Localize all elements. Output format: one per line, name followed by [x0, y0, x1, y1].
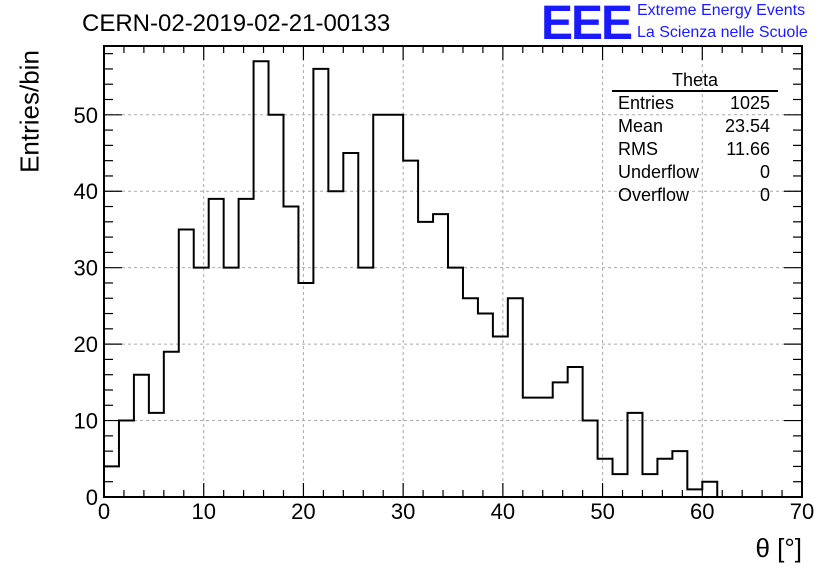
histogram-bin: [523, 398, 538, 497]
histogram-bin: [358, 268, 373, 497]
x-tick-label: 0: [98, 499, 110, 524]
histogram-bin: [508, 298, 523, 497]
y-tick-label: 20: [74, 332, 98, 357]
stats-value: 11.66: [726, 139, 770, 159]
stats-title: Theta: [612, 70, 778, 92]
histogram-bin: [194, 268, 209, 497]
histogram-bin: [598, 459, 613, 497]
histogram-bin: [418, 222, 433, 497]
stats-row-mean: Mean 23.54: [612, 115, 778, 138]
x-tick-label: 20: [291, 499, 315, 524]
histogram-bin: [119, 421, 134, 497]
x-tick-label: 10: [191, 499, 215, 524]
histogram-bin: [134, 375, 149, 497]
histogram-bin: [388, 115, 403, 497]
histogram-bin: [254, 61, 269, 497]
histogram-bin: [149, 413, 164, 497]
histogram-bin: [568, 367, 583, 497]
y-tick-label: 30: [74, 256, 98, 281]
x-tick-label: 50: [590, 499, 614, 524]
stats-label: RMS: [618, 139, 658, 159]
logo-text-line1: Extreme Energy Events: [637, 2, 806, 19]
stats-label: Entries: [618, 93, 675, 113]
histogram-bin: [313, 69, 328, 497]
histogram-bin: [104, 466, 119, 497]
histogram-bin: [298, 283, 313, 497]
histogram-bin: [642, 474, 657, 497]
eee-logo: EEE: [541, 0, 633, 50]
x-tick-label: 70: [790, 499, 814, 524]
histogram-bin: [164, 352, 179, 497]
histogram-bin: [657, 459, 672, 497]
histogram-bin: [433, 214, 448, 497]
y-tick-label: 40: [74, 179, 98, 204]
stats-value: 23.54: [724, 116, 770, 136]
stats-row-overflow: Overflow 0: [612, 184, 778, 207]
logo-text-line2: La Scienza nelle Scuole: [637, 24, 808, 41]
stats-value: 0: [759, 185, 770, 205]
histogram-bin: [702, 482, 717, 497]
stats-label: Underflow: [618, 162, 700, 182]
histogram-bin: [463, 298, 478, 497]
y-tick-label: 50: [74, 103, 98, 128]
histogram-bin: [283, 207, 298, 497]
stats-box: Theta Entries 1025 Mean 23.54 RMS 11.66 …: [612, 70, 778, 207]
stats-value: 1025: [729, 93, 770, 113]
histogram-bin: [672, 451, 687, 497]
chart-title: CERN-02-2019-02-21-00133: [82, 10, 391, 37]
histogram-bin: [448, 268, 463, 497]
histogram-bin: [239, 199, 254, 497]
histogram-bin: [478, 314, 493, 497]
histogram-bin: [209, 199, 224, 497]
histogram-series: [103, 60, 733, 498]
histogram-bin: [538, 398, 553, 497]
x-tick-label: 60: [690, 499, 714, 524]
x-tick-label: 30: [391, 499, 415, 524]
stats-row-entries: Entries 1025: [612, 92, 778, 115]
histogram-bin: [179, 229, 194, 497]
plot-frame: [103, 45, 803, 498]
histogram-bin: [328, 191, 343, 497]
histogram-bin: [269, 115, 284, 497]
histogram-bin: [613, 474, 628, 497]
stats-row-rms: RMS 11.66: [612, 138, 778, 161]
x-axis-label: θ [°]: [755, 533, 802, 563]
histogram-bin: [403, 161, 418, 497]
stats-label: Mean: [618, 116, 664, 136]
stats-label: Overflow: [618, 185, 690, 205]
histogram-bin: [373, 115, 388, 497]
histogram-bin: [628, 413, 643, 497]
x-tick-label: 40: [491, 499, 515, 524]
stats-row-underflow: Underflow 0: [612, 161, 778, 184]
y-tick-label: 10: [74, 409, 98, 434]
histogram-bin: [553, 382, 568, 497]
histogram-bin: [687, 489, 702, 497]
histogram-bin: [583, 421, 598, 497]
stats-value: 0: [759, 162, 770, 182]
histogram-bin: [493, 336, 508, 497]
y-tick-label: 0: [86, 485, 98, 510]
histogram-bin: [224, 268, 239, 497]
y-axis-label: Entries/bin: [14, 50, 45, 173]
histogram-bin: [343, 153, 358, 497]
